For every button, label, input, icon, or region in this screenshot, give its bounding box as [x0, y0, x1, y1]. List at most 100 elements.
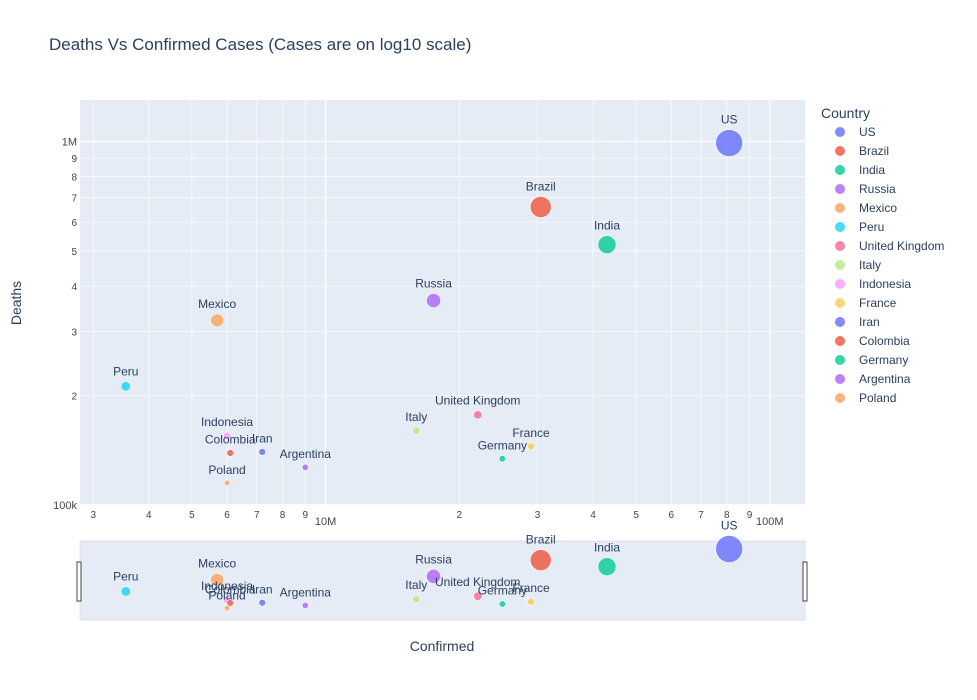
scatter-point[interactable] [597, 235, 617, 255]
scatter-point[interactable] [529, 196, 552, 218]
slider-point-label: India [594, 541, 620, 555]
x-tick-minor-label: 7 [698, 510, 704, 521]
legend: US Brazil India Russia Mexico Peru United King… [835, 125, 944, 405]
x-tick-minor-label: 6 [668, 510, 674, 521]
scatter-point[interactable] [223, 479, 231, 487]
scatter-point[interactable] [412, 426, 421, 435]
range-slider-right-handle[interactable] [802, 561, 808, 602]
legend-label: Brazil [859, 144, 889, 158]
x-tick-minor-label: 4 [590, 510, 596, 521]
scatter-point[interactable] [210, 313, 225, 328]
legend-marker [835, 317, 845, 327]
legend-marker [835, 336, 845, 346]
legend-label: Colombia [859, 334, 910, 348]
point-label: US [721, 113, 738, 127]
scatter-point[interactable] [120, 381, 131, 392]
x-tick-minor-label: 3 [535, 510, 541, 521]
point-label: Mexico [198, 297, 236, 311]
slider-point [426, 568, 442, 584]
legend-marker [835, 222, 845, 232]
slider-point-label: France [512, 581, 550, 595]
scatter-point[interactable] [527, 442, 535, 451]
plot-area[interactable] [80, 100, 805, 505]
legend-item[interactable]: US [835, 125, 876, 139]
slider-point-label: Brazil [526, 533, 556, 547]
legend-item[interactable]: Germany [835, 353, 908, 367]
legend-marker [835, 184, 845, 194]
slider-point-label: Colombia [205, 583, 256, 597]
legend-item[interactable]: Brazil [835, 144, 889, 158]
slider-point-label: Italy [405, 578, 427, 592]
y-axis-title: Deaths [8, 281, 24, 325]
slider-point [498, 600, 506, 608]
scatter-point[interactable] [473, 410, 483, 420]
x-axis-title: Confirmed [410, 638, 475, 654]
point-label: India [594, 219, 620, 233]
x-tick-minor-label: 8 [724, 510, 730, 521]
point-label: France [512, 426, 550, 440]
legend-label: India [859, 163, 885, 177]
legend-title: Country [821, 105, 870, 121]
legend-item[interactable]: Indonesia [835, 277, 911, 291]
legend-item[interactable]: Argentina [835, 372, 911, 386]
legend-marker [835, 127, 845, 137]
legend-label: Argentina [859, 372, 911, 386]
scatter-point[interactable] [226, 449, 234, 457]
legend-item[interactable]: Italy [835, 258, 881, 272]
slider-point [223, 604, 231, 612]
x-tick-minor-label: 3 [91, 510, 97, 521]
legend-marker [835, 203, 845, 213]
legend-marker [835, 298, 845, 308]
range-slider-points: US Brazil India Russia Mexico Peru United King… [113, 519, 743, 612]
legend-label: US [859, 125, 876, 139]
scatter-point[interactable] [715, 129, 743, 157]
slider-point [597, 557, 617, 577]
legend-item[interactable]: France [835, 296, 897, 310]
scatter-point[interactable] [222, 431, 232, 440]
y-tick-minor-label: 4 [71, 282, 77, 293]
legend-item[interactable]: Mexico [835, 201, 897, 215]
range-slider-left-handle[interactable] [76, 561, 82, 602]
legend-label: Mexico [859, 201, 897, 215]
legend-item[interactable]: United Kingdom [835, 239, 944, 253]
slider-point-label: Argentina [280, 585, 332, 599]
scatter-point[interactable] [258, 448, 266, 456]
legend-label: Italy [859, 258, 881, 272]
x-tick-label: 10M [315, 516, 336, 528]
x-tick-minor-label: 7 [254, 510, 260, 521]
legend-marker [835, 165, 845, 175]
slider-point-label: Indonesia [201, 579, 253, 593]
y-tick-minor-label: 5 [71, 247, 77, 258]
legend-label: Iran [859, 315, 880, 329]
data-points: US Brazil India Russia Mexico Peru United King… [113, 113, 743, 487]
legend-marker [835, 355, 845, 365]
legend-item[interactable]: Colombia [835, 334, 910, 348]
point-label: Italy [405, 410, 427, 424]
slider-point-label: Mexico [198, 556, 236, 570]
slider-point [412, 594, 421, 604]
scatter-point[interactable] [426, 293, 442, 309]
x-tick-minor-label: 6 [224, 510, 230, 521]
range-slider[interactable] [79, 540, 806, 621]
point-label: Peru [113, 365, 138, 379]
legend-marker [835, 374, 845, 384]
slider-point [210, 572, 225, 587]
legend-marker [835, 393, 845, 403]
x-tick-minor-label: 4 [146, 510, 152, 521]
x-tick-minor-label: 8 [280, 510, 286, 521]
legend-marker [835, 146, 845, 156]
slider-point [258, 599, 266, 607]
legend-marker [835, 279, 845, 289]
legend-item[interactable]: Russia [835, 182, 896, 196]
slider-point-label: Peru [113, 570, 138, 584]
slider-point [226, 599, 234, 607]
legend-item[interactable]: Peru [835, 220, 884, 234]
legend-item[interactable]: Iran [835, 315, 880, 329]
legend-item[interactable]: Poland [835, 391, 896, 405]
legend-item[interactable]: India [835, 163, 885, 177]
scatter-point[interactable] [301, 463, 309, 471]
legend-marker [835, 241, 845, 251]
scatter-point[interactable] [498, 455, 506, 463]
point-label: Iran [252, 431, 273, 445]
